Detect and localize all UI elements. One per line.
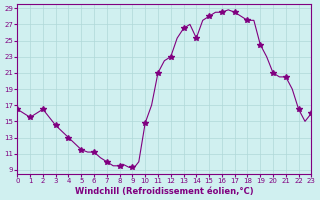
X-axis label: Windchill (Refroidissement éolien,°C): Windchill (Refroidissement éolien,°C) [75, 187, 254, 196]
